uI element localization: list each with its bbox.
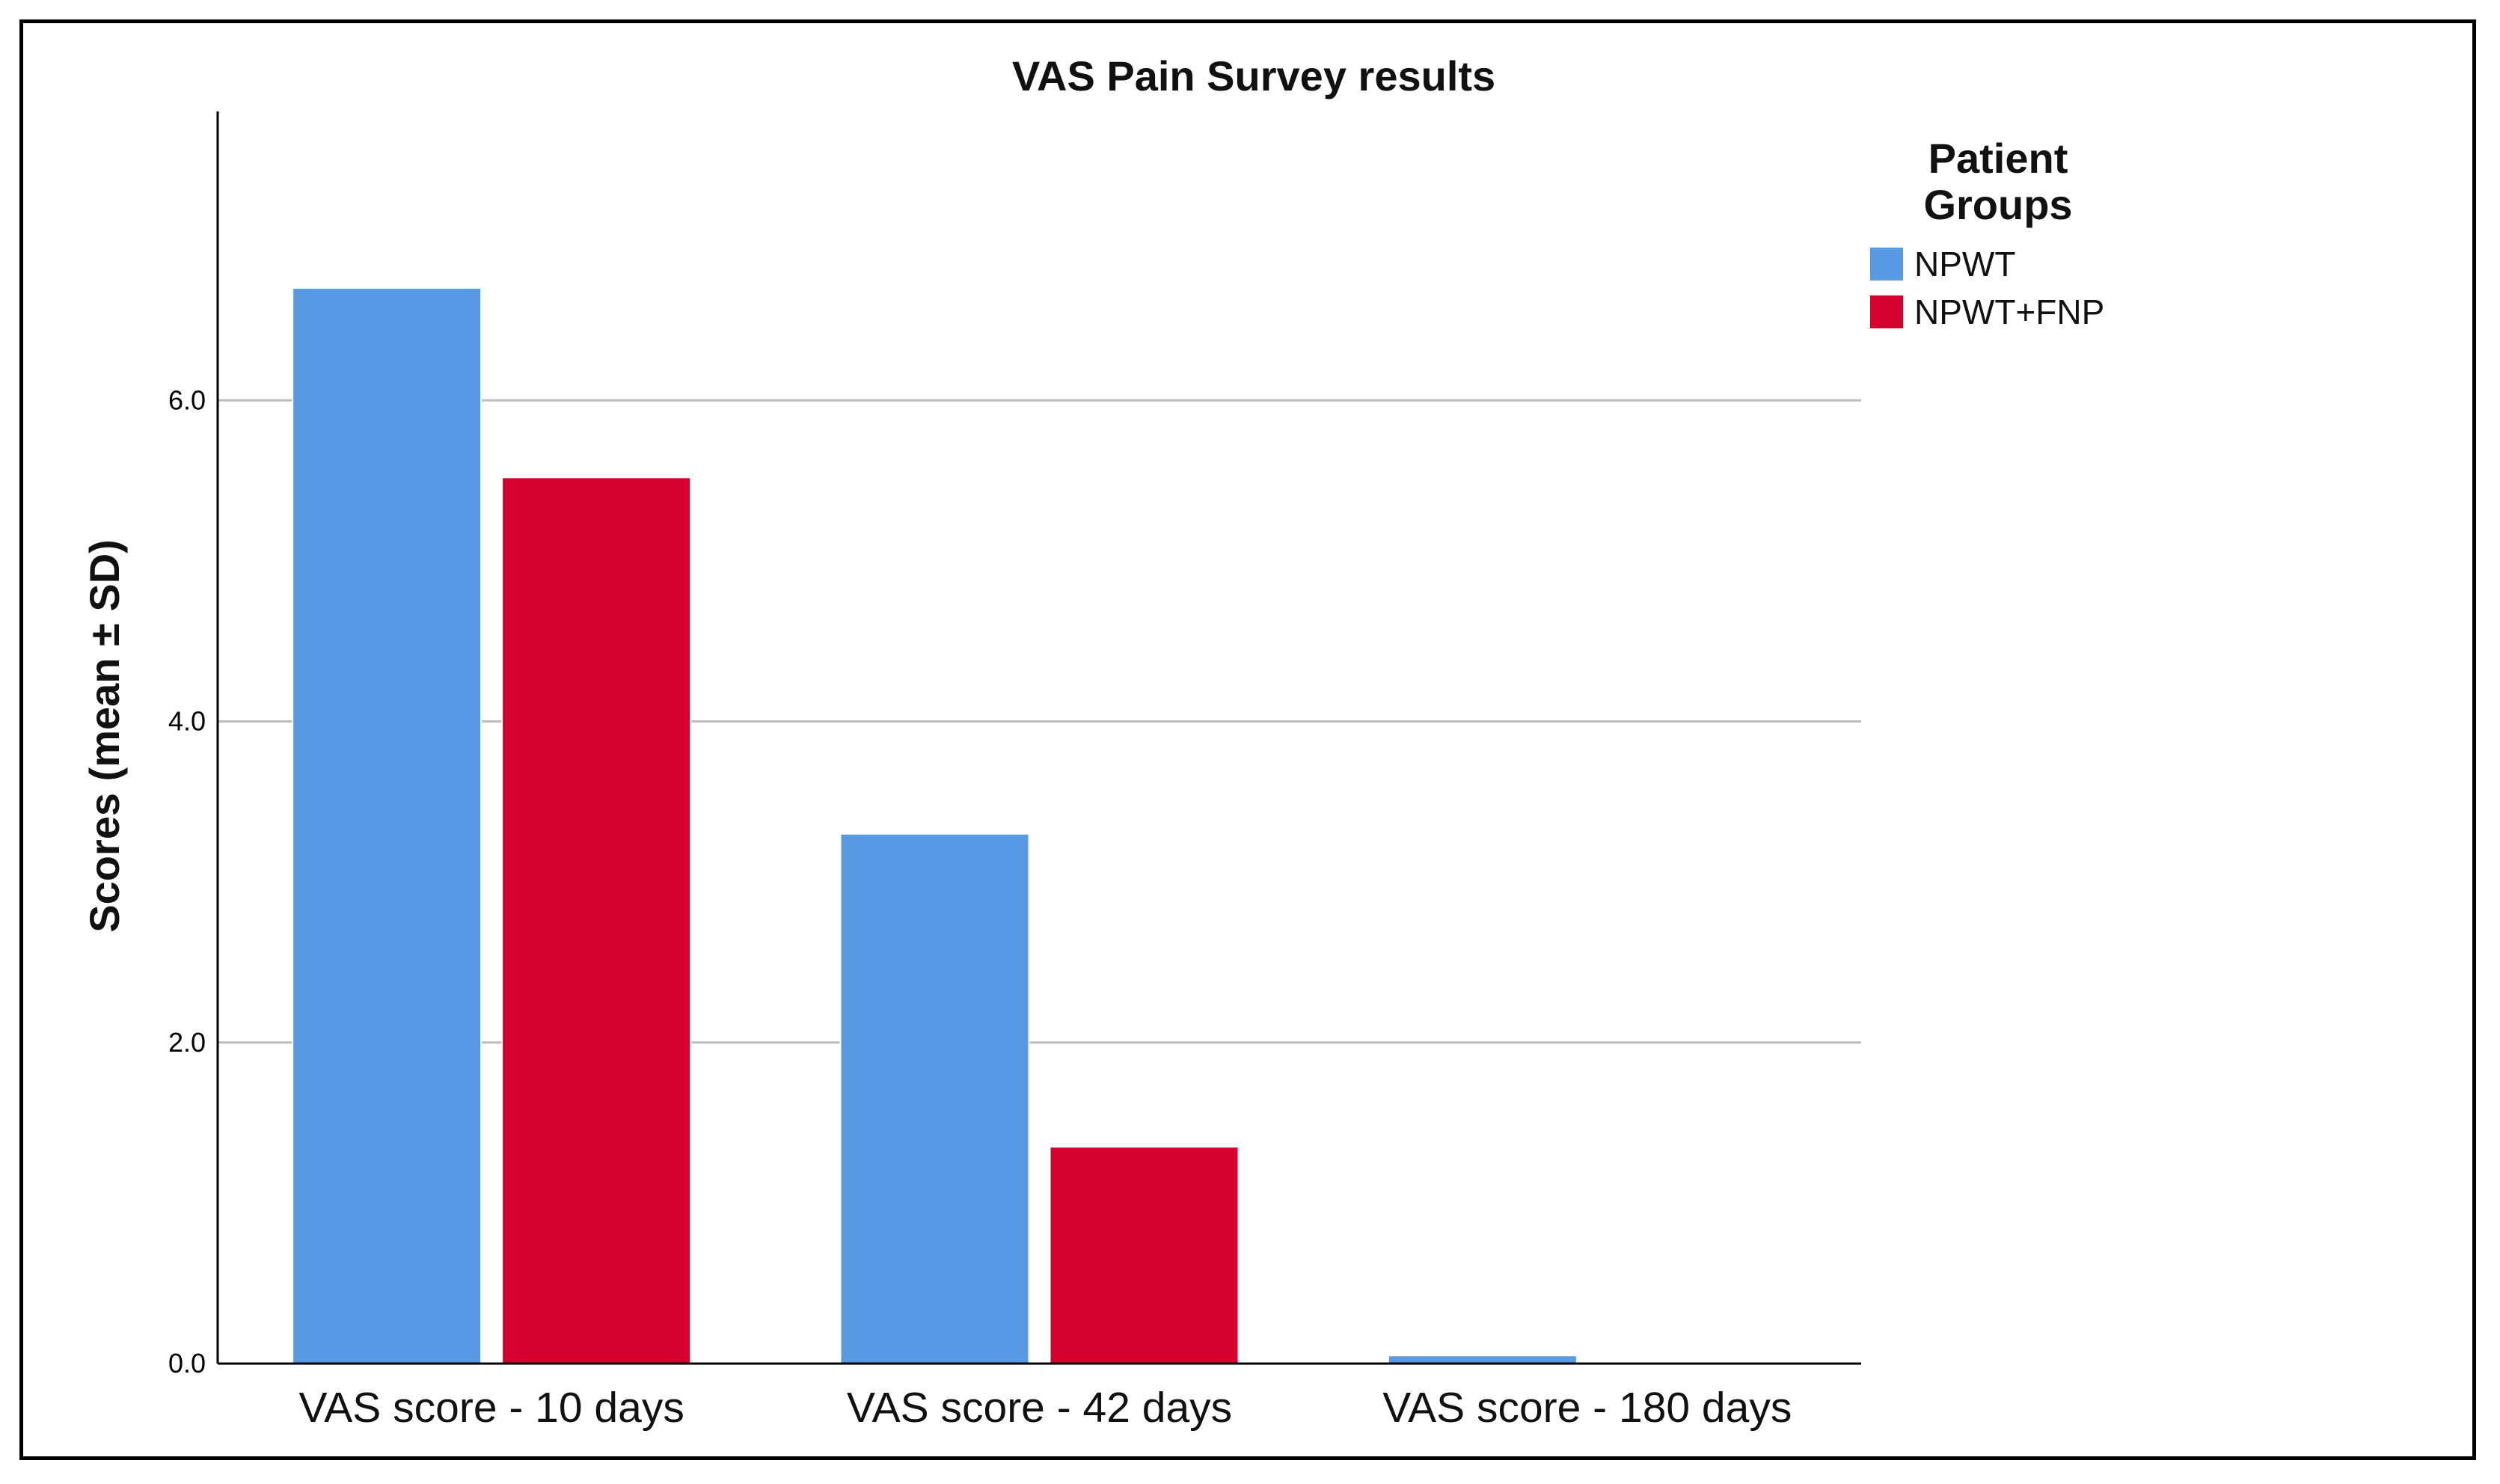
axes [216,111,1861,1365]
chart-title: VAS Pain Survey results [1012,52,1495,99]
legend: Patient Groups NPWT NPWT+FNP [1870,135,2104,331]
y-tick-label: 6.0 [168,384,206,415]
bar-npwt-fnp-1 [501,476,692,1364]
legend-swatch-npwt [1870,248,1903,280]
y-axis-label: Scores (mean ± SD) [81,539,128,933]
bar-npwt-fnp-2 [1049,1146,1240,1365]
bar-npwt-1 [292,287,482,1365]
legend-label: NPWT [1914,245,2015,283]
legend-items: NPWT NPWT+FNP [1870,245,2104,331]
y-tick-label: 4.0 [168,706,206,737]
y-tick-labels: 0.0 2.0 4.0 6.0 [168,384,206,1379]
bars [292,287,1578,1365]
legend-swatch-npwt-fnp [1870,295,1903,328]
bar-npwt-2 [839,833,1030,1365]
gridlines [218,399,1861,1044]
bar-chart: 0.02.04.06.0 VAS score - 10 days VAS scor… [81,52,2104,1432]
x-tick-label: VAS score - 180 days [1382,1384,1792,1432]
y-tick-label: 2.0 [168,1027,206,1058]
bar-npwt-3 [1387,1355,1578,1365]
chart-frame: 0.0 2.0 4.0 6.0 VAS score - 10 days VAS scor… [19,19,2476,1460]
legend-label: NPWT+FNP [1914,292,2104,331]
y-tick-label: 0.0 [168,1348,206,1379]
legend-title-line-1: Patient [1928,135,2068,182]
x-tick-label: VAS score - 10 days [298,1384,684,1432]
x-tick-label: VAS score - 42 days [847,1384,1232,1432]
legend-title-line-2: Groups [1923,181,2072,228]
x-tick-labels: VAS score - 10 days VAS score - 42 days VA… [298,1384,1792,1432]
